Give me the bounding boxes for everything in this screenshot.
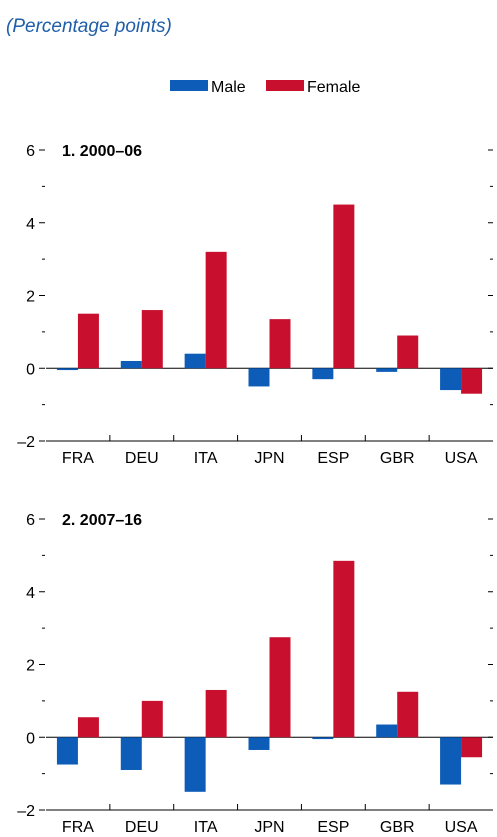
panel-title-1: 1. 2000–06 xyxy=(62,143,142,160)
x-tick-label-jpn: JPN xyxy=(254,819,284,836)
x-tick-label-usa: USA xyxy=(445,450,478,467)
y-tick-label: 4 xyxy=(26,216,35,233)
x-tick-label-gbr: GBR xyxy=(380,819,415,836)
bar-female-esp xyxy=(333,560,355,738)
bar-female-deu xyxy=(141,310,163,369)
legend-label-male: Male xyxy=(211,79,246,96)
bar-female-esp xyxy=(333,204,355,369)
bar-male-jpn xyxy=(248,368,270,387)
y-tick-label: 0 xyxy=(26,730,35,747)
x-tick-label-ita: ITA xyxy=(194,819,218,836)
bar-female-usa xyxy=(461,368,483,394)
bar-female-jpn xyxy=(269,319,291,369)
legend-swatch-male xyxy=(170,80,208,91)
legend-swatch-female xyxy=(266,80,304,91)
x-tick-label-esp: ESP xyxy=(317,819,349,836)
panel-title-2: 2. 2007–16 xyxy=(62,512,142,529)
x-tick-label-deu: DEU xyxy=(125,819,159,836)
bar-female-jpn xyxy=(269,637,291,738)
y-tick-label: –2 xyxy=(17,434,35,451)
y-tick-label: 6 xyxy=(26,512,35,529)
bar-male-esp xyxy=(312,737,334,740)
bar-female-ita xyxy=(205,689,227,738)
bar-male-ita xyxy=(184,353,206,369)
x-tick-label-deu: DEU xyxy=(125,450,159,467)
chart-subtitle: (Percentage points) xyxy=(6,16,172,37)
x-tick-label-jpn: JPN xyxy=(254,450,284,467)
bar-male-usa xyxy=(440,737,462,785)
bar-female-gbr xyxy=(397,691,419,738)
bar-male-usa xyxy=(440,368,462,391)
bar-female-fra xyxy=(77,717,99,738)
bar-male-esp xyxy=(312,368,334,380)
y-tick-label: 6 xyxy=(26,143,35,160)
y-tick-label: –2 xyxy=(17,803,35,820)
x-tick-label-fra: FRA xyxy=(62,819,94,836)
legend-label-female: Female xyxy=(307,79,360,96)
bar-female-gbr xyxy=(397,335,419,369)
x-tick-label-gbr: GBR xyxy=(380,450,415,467)
bar-male-fra xyxy=(56,737,78,765)
x-tick-label-esp: ESP xyxy=(317,450,349,467)
bar-male-jpn xyxy=(248,737,270,750)
y-tick-label: 2 xyxy=(26,289,35,306)
y-tick-label: 0 xyxy=(26,361,35,378)
bar-male-gbr xyxy=(376,368,398,372)
bar-male-deu xyxy=(120,360,142,369)
bar-male-fra xyxy=(56,368,78,371)
y-tick-label: 2 xyxy=(26,658,35,675)
x-tick-label-ita: ITA xyxy=(194,450,218,467)
bar-male-ita xyxy=(184,737,206,792)
bar-male-gbr xyxy=(376,724,398,738)
bar-female-deu xyxy=(141,700,163,738)
y-tick-label: 4 xyxy=(26,585,35,602)
bar-female-usa xyxy=(461,737,483,758)
x-tick-label-usa: USA xyxy=(445,819,478,836)
x-tick-label-fra: FRA xyxy=(62,450,94,467)
bar-female-fra xyxy=(77,313,99,369)
bar-male-deu xyxy=(120,737,142,770)
bar-female-ita xyxy=(205,251,227,369)
